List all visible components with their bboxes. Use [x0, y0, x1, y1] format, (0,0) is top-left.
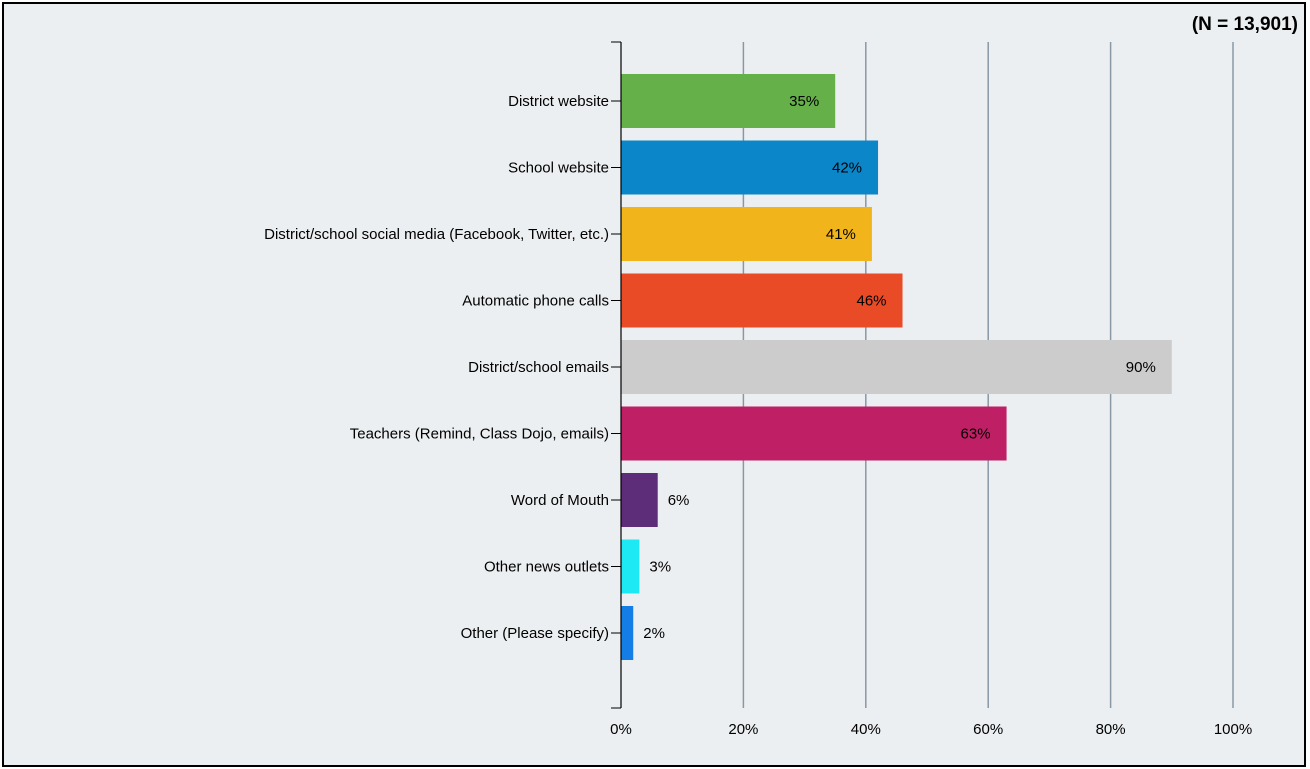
- category-label: School website: [508, 160, 609, 177]
- bar: [621, 606, 634, 660]
- bar: [621, 74, 836, 128]
- data-label: 63%: [961, 426, 991, 443]
- x-tick-label: 0%: [610, 721, 632, 738]
- bar: [621, 273, 903, 328]
- x-tick-label: 20%: [728, 721, 758, 738]
- x-tick-label: 100%: [1214, 721, 1252, 738]
- category-label: Other news outlets: [484, 559, 609, 576]
- x-tick-label: 80%: [1096, 721, 1126, 738]
- sample-size-label: (N = 13,901): [1191, 14, 1298, 35]
- data-label: 6%: [668, 492, 690, 509]
- data-label: 41%: [826, 226, 856, 243]
- data-label: 3%: [649, 559, 671, 576]
- category-label: District website: [508, 93, 609, 110]
- x-tick-label: 60%: [973, 721, 1003, 738]
- bar: [621, 207, 872, 261]
- category-label: Automatic phone calls: [462, 293, 609, 310]
- bar: [621, 539, 640, 594]
- bar: [621, 340, 1172, 394]
- x-tick-label: 40%: [851, 721, 881, 738]
- category-label: Teachers (Remind, Class Dojo, emails): [350, 426, 609, 443]
- category-label: District/school social media (Facebook, …: [264, 226, 609, 243]
- bar: [621, 140, 879, 195]
- data-label: 46%: [856, 293, 886, 310]
- bar: [621, 473, 658, 527]
- category-label: Word of Mouth: [511, 492, 609, 509]
- bar-chart: 0% 20% 40% 60% 80% 100% District website 35% Sch…: [264, 41, 1252, 738]
- data-label: 2%: [643, 625, 665, 642]
- data-label: 42%: [832, 160, 862, 177]
- data-label: 35%: [789, 93, 819, 110]
- category-label: District/school emails: [468, 359, 609, 376]
- data-label: 90%: [1126, 359, 1156, 376]
- category-label: Other (Please specify): [461, 625, 609, 642]
- bar: [621, 406, 1007, 461]
